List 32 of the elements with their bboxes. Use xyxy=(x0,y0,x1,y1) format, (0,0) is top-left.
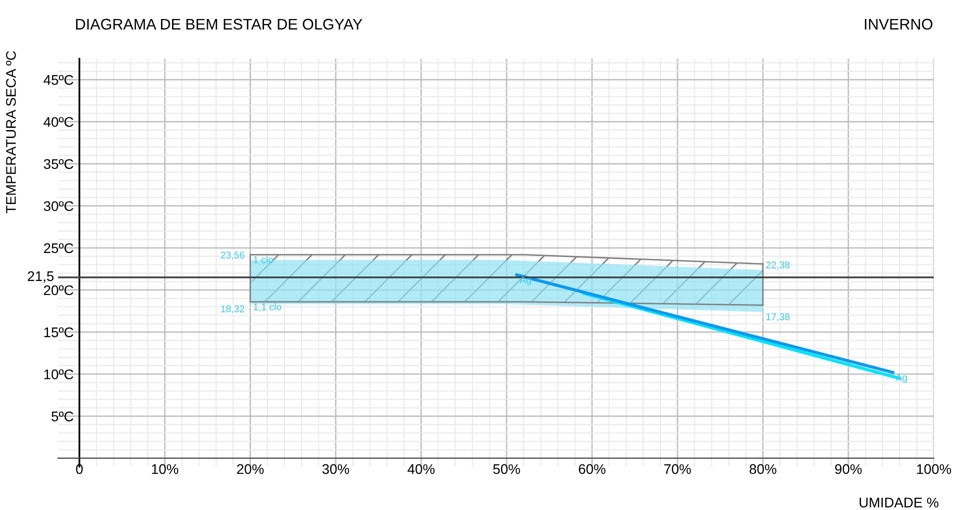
x-tick-label: 0 xyxy=(76,464,83,474)
y-axis-title: TEMPERATURA SECA ºC xyxy=(6,51,16,214)
annotation: 1,1 clo xyxy=(254,303,282,312)
x-tick-label: 70% xyxy=(664,464,691,474)
x-tick-label: 90% xyxy=(835,464,862,474)
y-tick-label: 5ºC xyxy=(52,411,74,422)
x-tick-label: 30% xyxy=(322,464,350,474)
x-tick-label: 60% xyxy=(578,464,606,474)
annotation: 23,56 xyxy=(220,252,244,260)
y-tick-label: 30ºC xyxy=(44,201,74,212)
x-tick-label: 10% xyxy=(152,464,178,474)
y-tick-label: 25ºC xyxy=(44,243,74,254)
x-tick-label: 80% xyxy=(750,464,776,474)
y-tick-label: 10ºC xyxy=(44,369,74,380)
y-tick-label: 45ºC xyxy=(44,75,74,85)
x-tick-label: 100% xyxy=(917,464,952,474)
x-axis-title: UMIDADE % xyxy=(860,498,938,508)
y-tick-label: 40ºC xyxy=(44,117,74,127)
chart-subtitle: INVERNO xyxy=(864,18,932,30)
y-tick-label: 35ºC xyxy=(44,159,74,169)
chart-title: DIAGRAMA DE BEM ESTAR DE OLGYAY xyxy=(76,18,362,30)
annotation: 22,38 xyxy=(766,262,790,270)
x-tick-label: 20% xyxy=(237,464,264,474)
annotation: Ag xyxy=(520,276,531,286)
x-tick-label: 40% xyxy=(408,464,435,474)
x-tick-label: 50% xyxy=(493,464,520,474)
annotation: 17,38 xyxy=(766,313,790,322)
y-tick-label: 15ºC xyxy=(44,327,74,338)
ref-line-label: 21,5 xyxy=(28,271,54,283)
annotation: 18,32 xyxy=(221,305,244,314)
y-tick-label: 20ºC xyxy=(44,285,74,296)
annotation: Ag xyxy=(896,374,907,383)
